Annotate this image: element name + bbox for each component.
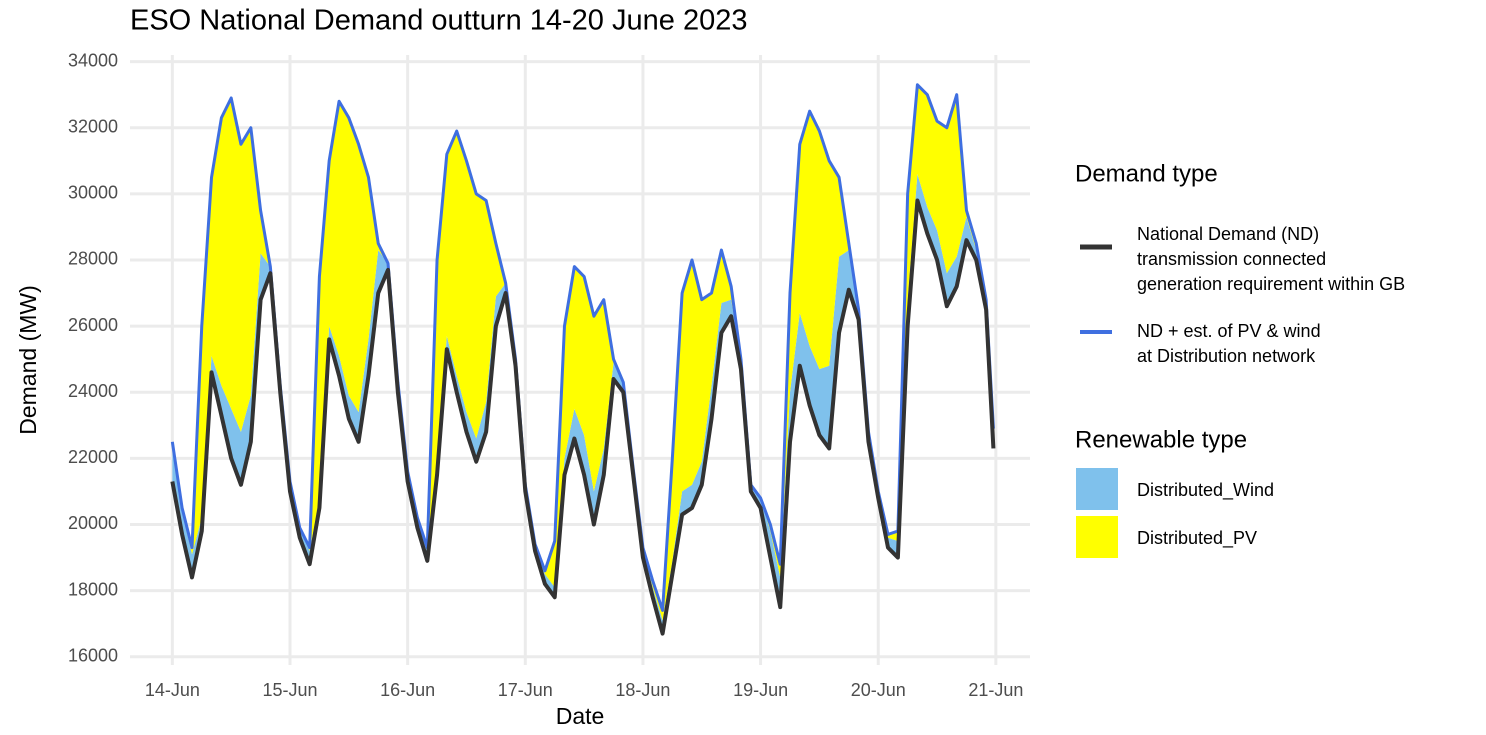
y-tick-label: 26000 [68,315,118,335]
x-tick-label: 21-Jun [968,680,1023,700]
x-tick-label: 14-Jun [145,680,200,700]
x-tick-label: 16-Jun [380,680,435,700]
y-tick-label: 18000 [68,579,118,599]
legend-title: Renewable type [1075,426,1247,453]
chart-title: ESO National Demand outturn 14-20 June 2… [130,5,747,37]
y-tick-label: 28000 [68,249,118,269]
legend-label: ND + est. of PV & wind at Distribution ne… [1137,321,1321,366]
x-tick-label: 17-Jun [498,680,553,700]
legend-label: National Demand (ND) transmission connect… [1137,224,1405,294]
y-tick-label: 24000 [68,381,118,401]
y-tick-label: 22000 [68,447,118,467]
y-tick-label: 20000 [68,513,118,533]
x-tick-label: 15-Jun [262,680,317,700]
legend-swatch [1076,516,1118,558]
y-tick-label: 16000 [68,645,118,665]
total-line [170,83,995,612]
y-tick-label: 30000 [68,183,118,203]
legend-swatch [1076,468,1118,510]
area [172,174,994,634]
y-axis-label: Demand (MW) [15,285,41,435]
y-tick-label: 32000 [68,116,118,136]
legend-title: Demand type [1075,160,1218,187]
legend-label: Distributed_Wind [1137,480,1274,501]
line [170,198,996,636]
x-tick-label: 18-Jun [615,680,670,700]
y-tick-label: 34000 [68,50,118,70]
legend-label: Distributed_PV [1137,528,1257,549]
area [172,84,994,621]
x-axis-label: Date [556,703,605,729]
x-tick-label: 20-Jun [851,680,906,700]
x-tick-label: 19-Jun [733,680,788,700]
